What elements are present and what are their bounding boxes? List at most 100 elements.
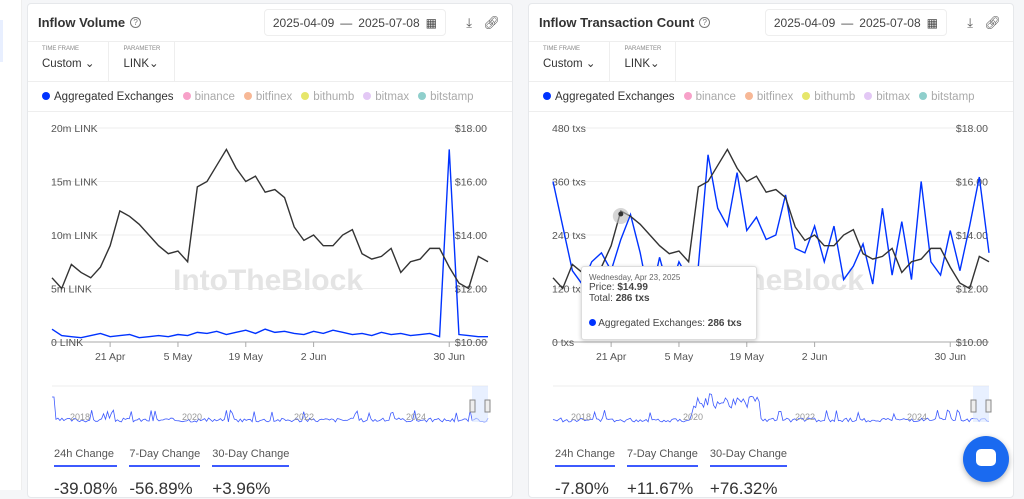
date-end: 2025-07-08 [358, 15, 420, 30]
tooltip-dot [589, 319, 596, 326]
chevron-down-icon: ⌄ [585, 58, 596, 70]
legend-item[interactable]: bitstamp [418, 90, 474, 103]
change-stat: 30-Day Change +3.96% [212, 448, 290, 499]
legend-dot [42, 91, 50, 100]
legend-item[interactable]: Aggregated Exchanges [42, 91, 174, 103]
minimap-line [552, 393, 990, 423]
link-icon[interactable]: 🔗︎ [984, 15, 1001, 30]
time-frame-select[interactable]: TIME FRAME Custom ⌄ [28, 42, 110, 81]
legend-item[interactable]: bithumb [802, 91, 855, 103]
price-tick-label: $10.00 [455, 337, 487, 349]
chevron-down-icon: ⌄ [84, 58, 95, 70]
minimap-handle[interactable] [970, 399, 977, 413]
x-tick-label: 21 Apr [596, 351, 627, 363]
panel-title: Inflow Volume [38, 15, 126, 30]
parameter-value: LINK [624, 58, 651, 70]
minimap-selection [973, 386, 989, 422]
tooltip-date: Wednesday, Apr 23, 2025 [589, 273, 681, 282]
legend-label: Aggregated Exchanges [555, 90, 675, 103]
x-tick-label: 5 May [164, 351, 193, 363]
legend-item[interactable]: binance [683, 91, 736, 103]
link-icon[interactable]: 🔗︎ [483, 15, 500, 30]
change-value: +3.96% [212, 479, 271, 498]
change-label: 7-Day Change [129, 448, 201, 467]
x-tick-label: 30 Jun [934, 351, 966, 363]
y-tick-label: 0 LINK [51, 337, 83, 349]
change-label: 7-Day Change [626, 448, 698, 467]
minimap-tick-label: 2024 [907, 412, 927, 422]
tooltip-series: Aggregated Exchanges: [598, 318, 705, 329]
price-tick-label: $14.00 [956, 230, 988, 242]
legend-dot [919, 91, 928, 100]
legend-item[interactable]: bitfinex [243, 90, 293, 103]
date-end: 2025-07-08 [859, 15, 921, 30]
legend-dot [683, 91, 692, 100]
legend-item[interactable]: binance [182, 91, 235, 103]
help-icon[interactable]: ? [130, 17, 142, 28]
chart[interactable]: 20m LINK $18.00 15m LINK $16.00 10m LINK $14.… [28, 114, 514, 454]
help-icon[interactable]: ? [699, 17, 711, 28]
legend-item[interactable]: bitmax [363, 91, 409, 103]
legend-label: bitfinex [255, 90, 293, 103]
legend-label: Aggregated Exchanges [54, 90, 174, 103]
minimap-handle[interactable] [469, 399, 476, 413]
legend-item[interactable]: bitmax [864, 91, 910, 103]
chat-icon [976, 449, 996, 466]
sidebar-edge [0, 0, 22, 490]
legend-dot [864, 91, 873, 100]
download-icon[interactable]: ⤓ [967, 15, 973, 30]
time-frame-select[interactable]: TIME FRAME Custom ⌄ [529, 42, 611, 81]
date-range-picker[interactable]: 2025-04-09 — 2025-07-08 ▦ [764, 9, 947, 36]
change-value: -39.08% [54, 479, 118, 498]
parameter-label: PARAMETER [123, 46, 161, 52]
tooltip-price: $14.99 [617, 282, 648, 293]
date-start: 2025-04-09 [773, 15, 836, 30]
minimap-tick-label: 2024 [406, 412, 426, 422]
hover-point [618, 211, 624, 217]
date-range-picker[interactable]: 2025-04-09 — 2025-07-08 ▦ [263, 9, 446, 36]
legend-label: bitmax [876, 90, 911, 103]
y-tick-label: 15m LINK [51, 177, 98, 189]
x-tick-label: 2 Jun [802, 351, 828, 363]
price-tick-label: $16.00 [455, 177, 487, 189]
minimap-selection [472, 386, 488, 422]
time-frame-value: Custom [543, 58, 583, 70]
y-tick-label: 240 txs [552, 230, 586, 242]
y-tick-label: 5m LINK [51, 284, 92, 296]
chevron-down-icon: ⌄ [149, 58, 159, 70]
price-tick-label: $16.00 [956, 177, 988, 189]
chat-button[interactable] [963, 436, 1009, 482]
minimap-tick-label: 2018 [571, 412, 591, 422]
date-separator: — [340, 15, 353, 30]
tooltip-total-label: Total: [589, 293, 613, 304]
tooltip-total: 286 txs [615, 293, 650, 304]
legend-item[interactable]: bitstamp [919, 91, 975, 103]
series-line-aggregated-exchanges [51, 149, 488, 339]
time-frame-value: Custom [42, 58, 82, 70]
legend-label: bitfinex [756, 90, 794, 103]
minimap-handle[interactable] [985, 399, 992, 413]
legend-item[interactable]: bitfinex [744, 90, 794, 103]
download-icon[interactable]: ⤓ [466, 15, 472, 30]
parameter-select[interactable]: PARAMETER LINK⌄ [610, 42, 677, 81]
panel-inflow-transaction-count: Inflow Transaction Count? 2025-04-09—202… [528, 3, 1014, 498]
change-stat: 7-Day Change +11.67% [626, 448, 698, 499]
series-line-aggregated-exchanges [552, 154, 990, 303]
price-tick-label: $12.00 [455, 284, 487, 296]
legend-dot [802, 91, 811, 100]
legend-label: bitstamp [430, 90, 474, 103]
minimap-tick-label: 2020 [182, 412, 202, 422]
minimap-handle[interactable] [484, 399, 491, 413]
parameter-select[interactable]: PARAMETER LINK⌄ [109, 42, 176, 81]
y-tick-label: 20m LINK [51, 123, 98, 135]
legend-label: bitmax [375, 90, 410, 103]
change-value: +11.67% [626, 479, 694, 498]
change-value: +76.32% [709, 479, 778, 498]
x-tick-label: 21 Apr [95, 351, 126, 363]
x-tick-label: 30 Jun [433, 351, 465, 363]
price-tick-label: $18.00 [455, 123, 487, 135]
legend-item[interactable]: bithumb [301, 91, 354, 103]
legend-dot [418, 91, 427, 100]
panel-title: Inflow Transaction Count [539, 15, 695, 30]
legend-item[interactable]: Aggregated Exchanges [543, 91, 675, 103]
